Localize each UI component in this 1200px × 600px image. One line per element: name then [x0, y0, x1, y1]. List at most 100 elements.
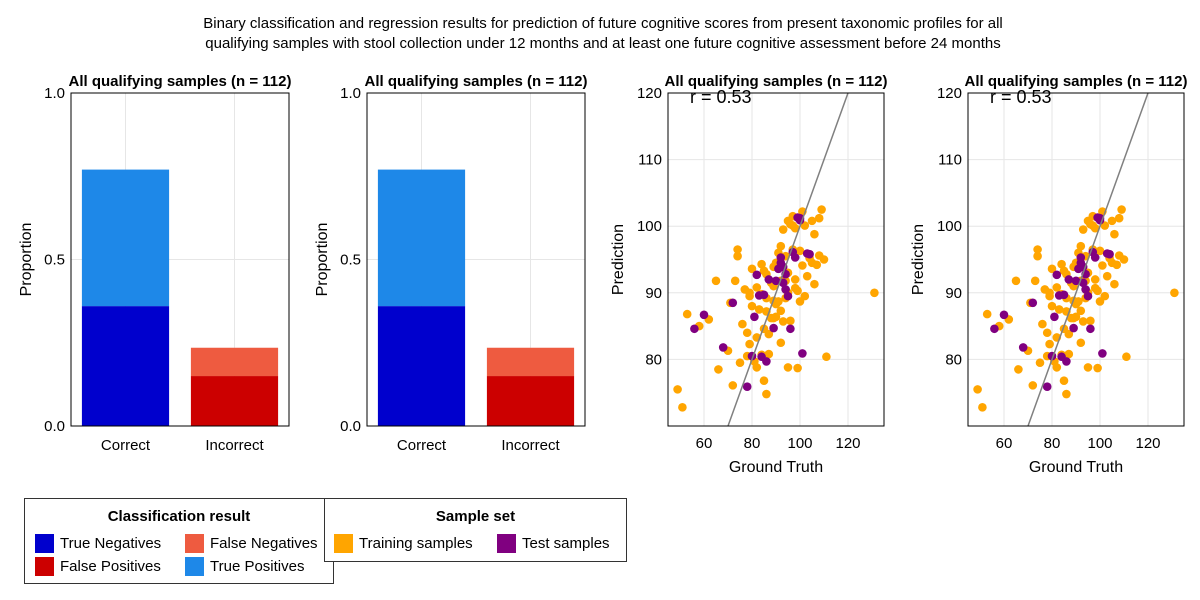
data-point-test — [728, 298, 738, 308]
legend-classification-result: Classification result True Negatives Fal… — [24, 498, 334, 584]
legend-entry-test-samples: Test samples — [497, 533, 610, 553]
data-point-training — [747, 301, 757, 311]
x-tick-label: 100 — [787, 435, 812, 452]
y-axis-label: Proportion — [18, 223, 35, 297]
legend-label: Test samples — [522, 534, 610, 552]
data-point-training — [778, 225, 788, 234]
x-tick-label: 60 — [696, 435, 713, 452]
legend-label: False Positives — [60, 557, 161, 575]
data-point-training — [682, 309, 692, 319]
data-point-training — [1086, 316, 1095, 326]
x-tick-label: 100 — [1087, 435, 1112, 452]
data-point-training — [978, 403, 987, 412]
legend-entry-false-negatives: False Negatives — [185, 533, 318, 553]
x-tick-label: Correct — [101, 437, 151, 454]
data-point-training — [1011, 276, 1021, 286]
data-point-training — [1112, 260, 1122, 270]
data-point-test — [1069, 323, 1078, 333]
y-tick-label: 120 — [937, 85, 962, 102]
data-point-training — [814, 213, 824, 223]
figure-title: Binary classification and regression res… — [0, 14, 1200, 54]
data-point-training — [1071, 312, 1081, 322]
data-point-training — [730, 276, 740, 286]
data-point-training — [752, 363, 762, 372]
legend-label: Training samples — [359, 534, 473, 552]
data-point-training — [1028, 381, 1038, 390]
data-point-training — [1170, 288, 1179, 298]
x-tick-label: 120 — [1135, 435, 1160, 452]
y-axis-label: Prediction — [910, 224, 927, 295]
data-point-training — [1042, 328, 1052, 338]
legend-entry-true-positives: True Positives — [185, 556, 304, 576]
y-tick-label: 0.5 — [44, 252, 65, 269]
data-point-test — [1028, 298, 1038, 308]
chart-title: All qualifying samples (n = 112) — [69, 73, 292, 90]
data-point-training — [1110, 279, 1119, 289]
bar-segment-true-positives — [81, 169, 170, 307]
data-point-training — [1078, 317, 1088, 326]
data-point-training — [1083, 363, 1093, 372]
data-point-training — [678, 403, 687, 412]
x-axis-label: Ground Truth — [1029, 459, 1123, 476]
y-tick-label: 90 — [945, 285, 962, 302]
data-point-training — [1074, 297, 1083, 306]
legend-title: Sample set — [435, 508, 516, 525]
bar-segment-true-negatives — [81, 306, 170, 426]
data-point-training — [1078, 225, 1088, 234]
data-point-training — [771, 312, 781, 322]
data-point-training — [1100, 291, 1110, 301]
data-point-test — [771, 276, 781, 286]
legend-label: False Negatives — [210, 534, 318, 552]
data-point-test — [781, 285, 790, 294]
legend-title: Classification result — [107, 508, 251, 525]
data-point-training — [673, 385, 682, 394]
data-point-training — [1045, 288, 1054, 298]
data-point-training — [747, 264, 757, 274]
legend-swatch — [334, 533, 353, 553]
data-point-training — [1030, 276, 1040, 286]
data-point-test — [1018, 343, 1028, 352]
data-point-training — [1059, 376, 1069, 386]
data-point-training — [774, 297, 783, 306]
legend-entry-training-samples: Training samples — [334, 533, 473, 553]
data-point-training — [795, 246, 805, 256]
x-tick-label: 80 — [744, 435, 761, 452]
y-axis-label: Proportion — [314, 223, 331, 297]
data-point-test — [762, 357, 771, 366]
data-point-training — [745, 288, 754, 298]
data-point-training — [822, 352, 831, 362]
data-point-test — [1090, 253, 1100, 262]
x-tick-label: Incorrect — [501, 437, 560, 454]
correlation-annotation: r = 0.53 — [990, 87, 1052, 107]
legend-swatch — [185, 533, 204, 553]
data-point-test — [1081, 285, 1090, 294]
data-point-test — [742, 382, 752, 392]
data-point-training — [1052, 363, 1062, 372]
data-point-training — [1114, 213, 1124, 223]
data-point-test — [805, 249, 814, 259]
data-point-training — [810, 279, 819, 289]
data-point-training — [1064, 349, 1074, 359]
data-point-test — [1050, 312, 1059, 322]
data-point-test — [999, 310, 1009, 320]
x-tick-label: Incorrect — [205, 437, 264, 454]
data-point-training — [802, 271, 812, 281]
data-point-test — [1105, 249, 1114, 259]
y-tick-label: 90 — [645, 285, 662, 302]
data-point-training — [1014, 365, 1023, 374]
data-point-training — [776, 338, 786, 348]
y-tick-label: 1.0 — [340, 85, 361, 102]
data-point-training — [1093, 286, 1102, 296]
data-point-training — [1090, 223, 1100, 233]
data-point-training — [714, 365, 723, 374]
chart-panel-2: All qualifying samples (n = 112) 0.0 0.5 1.… — [314, 73, 588, 454]
data-point-training — [728, 381, 738, 390]
bar-segment-false-positives — [190, 376, 279, 426]
data-point-training — [1095, 246, 1105, 256]
plot-frame — [366, 92, 586, 427]
data-point-training — [752, 283, 762, 292]
data-point-training — [776, 306, 786, 316]
plot-frame — [70, 92, 290, 427]
legend-entry-false-positives: False Positives — [35, 556, 161, 576]
chart-panel-4: All qualifying samples (n = 112) 60 80 100 1… — [910, 73, 1188, 476]
